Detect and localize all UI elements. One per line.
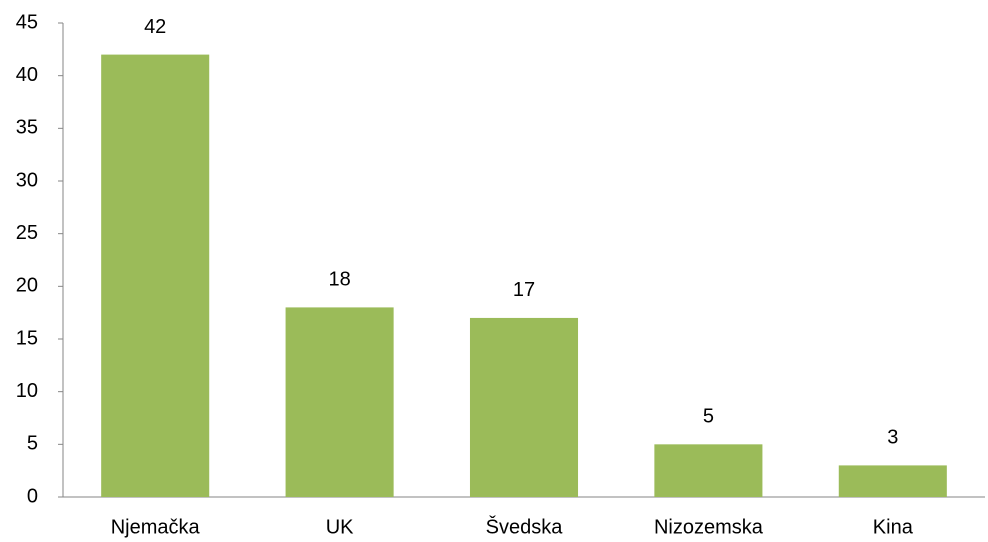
x-tick-label: Njemačka (111, 516, 201, 538)
y-tick-label: 45 (16, 11, 38, 33)
y-tick-label: 25 (16, 222, 38, 244)
y-tick-label: 10 (16, 380, 38, 402)
bar (654, 444, 763, 497)
x-tick-label: UK (326, 516, 354, 538)
y-tick-label: 40 (16, 64, 38, 86)
x-tick-label: Kina (873, 516, 914, 538)
bar (838, 465, 947, 497)
bar (469, 317, 579, 497)
x-tick-label: Nizozemska (654, 516, 764, 538)
y-tick-label: 20 (16, 275, 38, 297)
bar (285, 307, 394, 497)
y-tick-label: 5 (27, 433, 38, 455)
y-tick-label: 0 (27, 485, 38, 507)
bar (101, 54, 210, 497)
data-label: 17 (513, 279, 535, 301)
y-tick-label: 30 (16, 169, 38, 191)
data-label: 3 (887, 427, 898, 449)
y-tick-label: 35 (16, 117, 38, 139)
data-label: 5 (703, 406, 714, 428)
x-tick-label: Švedska (486, 515, 564, 538)
y-tick-label: 15 (16, 327, 38, 349)
data-label: 42 (144, 16, 166, 38)
data-label: 18 (328, 269, 350, 291)
